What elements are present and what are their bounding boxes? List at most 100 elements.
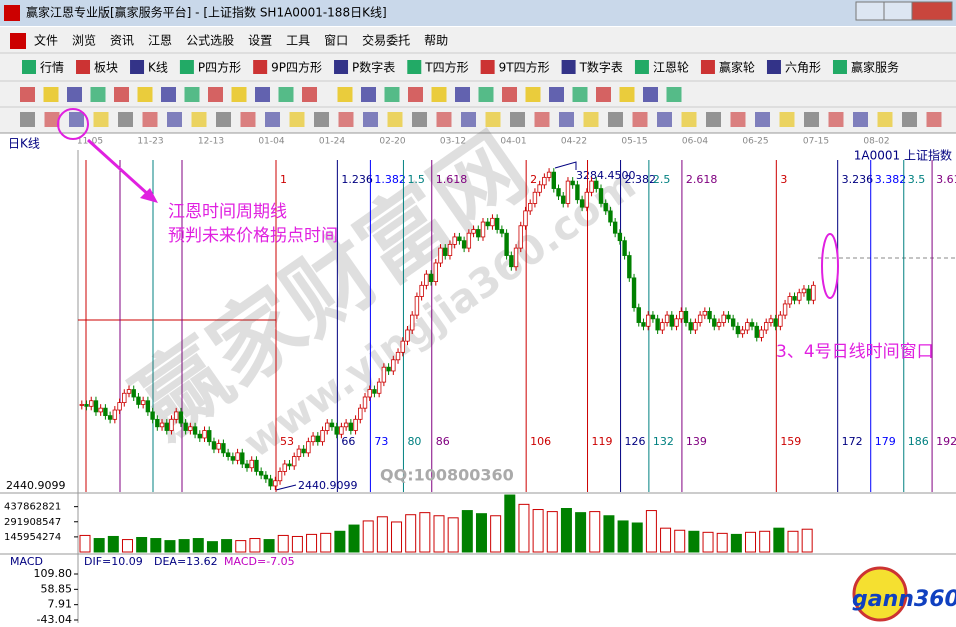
toolbar-icon[interactable] [480,60,495,74]
menu-item[interactable]: 交易委托 [362,33,410,48]
toolbar-icon[interactable] [76,60,91,74]
toolbar-item[interactable]: P数字表 [352,60,395,75]
tool-icon[interactable] [265,112,280,127]
tool-icon[interactable] [583,112,599,127]
tool-icon[interactable] [572,87,588,102]
tool-icon[interactable] [240,112,256,127]
tool-icon[interactable] [338,112,354,127]
toolbar-item[interactable]: 行情 [40,61,64,75]
tool-icon[interactable] [255,87,270,102]
tool-icon[interactable] [596,87,611,102]
tool-icon[interactable] [902,112,917,127]
toolbar-item[interactable]: 9T四方形 [499,60,550,75]
tool-icon[interactable] [289,112,305,127]
tool-icon[interactable] [455,87,470,102]
tool-icon[interactable] [44,112,60,127]
tool-icon[interactable] [314,112,329,127]
tool-icon[interactable] [337,87,353,102]
tool-icon[interactable] [608,112,623,127]
toolbar-icon[interactable] [407,60,422,74]
toolbar-item[interactable]: 9P四方形 [271,60,322,75]
tool-icon[interactable] [755,112,770,127]
minimize-button[interactable] [855,1,885,21]
toolbar-item[interactable]: 赢家轮 [719,60,755,75]
tool-icon[interactable] [706,112,721,127]
toolbar-icon[interactable] [561,60,576,74]
toolbar-item[interactable]: 江恩轮 [653,61,689,75]
tool-icon[interactable] [69,112,84,127]
tool-icon[interactable] [436,112,452,127]
tool-icon[interactable] [90,87,106,102]
toolbar-item[interactable]: K线 [148,61,168,75]
tool-icon[interactable] [216,112,231,127]
tool-icon[interactable] [431,87,447,102]
toolbar-icon[interactable] [634,60,649,74]
tool-icon[interactable] [534,112,550,127]
toolbar-icon[interactable] [766,60,781,74]
tool-icon[interactable] [20,87,35,102]
tool-icon[interactable] [387,112,403,127]
menu-item[interactable]: 窗口 [324,34,348,48]
toolbar-icon[interactable] [253,60,268,74]
menu-item[interactable]: 帮助 [424,34,448,48]
tool-icon[interactable] [167,112,182,127]
toolbar-item[interactable]: P四方形 [198,60,241,75]
tool-icon[interactable] [853,112,868,127]
tool-icon[interactable] [93,112,109,127]
menu-item[interactable]: 资讯 [110,34,134,48]
tool-icon[interactable] [231,87,247,102]
tool-icon[interactable] [779,112,795,127]
close-button[interactable] [911,1,953,21]
menu-item[interactable]: 浏览 [72,33,96,48]
tool-icon[interactable] [20,112,35,127]
tool-icon[interactable] [619,87,635,102]
tool-icon[interactable] [361,87,376,102]
tool-icon[interactable] [681,112,697,127]
toolbar-item[interactable]: 六角形 [785,61,821,75]
menu-item[interactable]: 公式选股 [186,34,234,48]
tool-icon[interactable] [43,87,59,102]
tool-icon[interactable] [643,87,658,102]
toolbar-item[interactable]: T四方形 [424,60,468,75]
toolbar-icon[interactable] [179,60,194,74]
tool-icon[interactable] [184,87,200,102]
menu-item[interactable]: 设置 [248,34,272,48]
tool-icon[interactable] [502,87,517,102]
toolbar-item[interactable]: 板块 [94,61,118,75]
tool-icon[interactable] [804,112,819,127]
tool-icon[interactable] [525,87,541,102]
tool-icon[interactable] [118,112,133,127]
toolbar-item[interactable]: 赢家服务 [851,60,899,75]
tool-icon[interactable] [730,112,746,127]
toolbar-icon[interactable] [832,60,847,74]
tool-icon[interactable] [666,87,682,102]
tool-icon[interactable] [485,112,501,127]
tool-icon[interactable] [161,87,176,102]
tool-icon[interactable] [278,87,294,102]
maximize-button[interactable] [883,1,913,21]
tool-icon[interactable] [559,112,574,127]
tool-icon[interactable] [208,87,223,102]
toolbar-icon[interactable] [700,60,715,74]
toolbar-icon[interactable] [130,60,145,74]
tool-icon[interactable] [67,87,82,102]
tool-icon[interactable] [510,112,525,127]
menu-item[interactable]: 工具 [286,34,310,48]
tool-icon[interactable] [412,112,427,127]
toolbar-item[interactable]: T数字表 [579,60,623,75]
menu-item[interactable]: 文件 [34,33,58,48]
tool-icon[interactable] [191,112,207,127]
toolbar-icon[interactable] [22,60,36,74]
tool-icon[interactable] [549,87,564,102]
tool-icon[interactable] [478,87,494,102]
tool-icon[interactable] [363,112,378,127]
tool-icon[interactable] [632,112,648,127]
menu-item[interactable]: 江恩 [148,34,172,48]
tool-icon[interactable] [828,112,844,127]
tool-icon[interactable] [461,112,476,127]
tool-icon[interactable] [302,87,317,102]
tool-icon[interactable] [384,87,400,102]
toolbar-icon[interactable] [334,60,349,74]
tool-icon[interactable] [657,112,672,127]
tool-icon[interactable] [877,112,893,127]
